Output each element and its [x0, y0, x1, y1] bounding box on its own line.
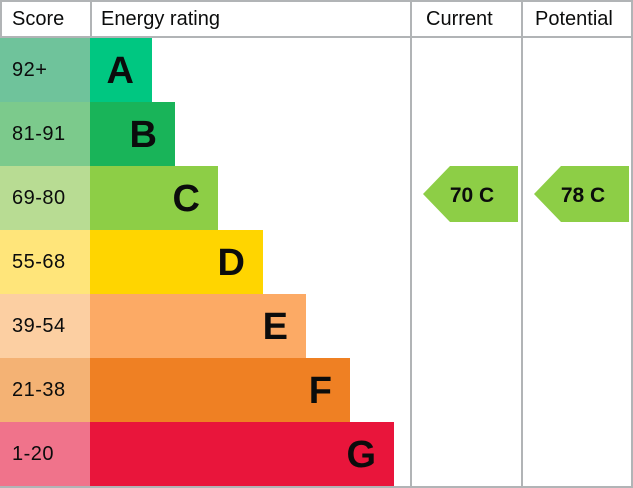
rating-bar: D	[90, 230, 263, 294]
potential-column-divider	[521, 0, 523, 488]
score-cell: 39-54	[0, 294, 90, 358]
score-cell: 1-20	[0, 422, 90, 486]
rating-bar: F	[90, 358, 350, 422]
band-row-a: 92+ A	[0, 38, 410, 102]
left-arrow-icon	[423, 166, 518, 222]
band-row-f: 21-38 F	[0, 358, 410, 422]
rating-bar: G	[90, 422, 394, 486]
rating-bar: B	[90, 102, 175, 166]
band-row-e: 39-54 E	[0, 294, 410, 358]
left-arrow-icon	[534, 166, 629, 222]
header-underline	[0, 36, 633, 38]
band-row-d: 55-68 D	[0, 230, 410, 294]
rating-bar: A	[90, 38, 152, 102]
score-cell: 55-68	[0, 230, 90, 294]
score-cell: 92+	[0, 38, 90, 102]
rating-bar: E	[90, 294, 306, 358]
potential-rating-arrow: 78 C	[534, 166, 629, 222]
header-score: Score	[12, 8, 65, 30]
score-cell: 69-80	[0, 166, 90, 230]
band-row-c: 69-80 C	[0, 166, 410, 230]
score-cell: 21-38	[0, 358, 90, 422]
band-row-g: 1-20 G	[0, 422, 410, 486]
band-row-b: 81-91 B	[0, 102, 410, 166]
header-current: Current	[426, 8, 493, 30]
score-column-divider	[90, 0, 92, 36]
current-column-divider	[410, 0, 412, 488]
current-rating-label: 70 C	[450, 184, 494, 207]
current-rating-arrow: 70 C	[423, 166, 518, 222]
header-energy-rating: Energy rating	[101, 8, 220, 30]
rating-bar: C	[90, 166, 218, 230]
header-potential: Potential	[535, 8, 613, 30]
score-cell: 81-91	[0, 102, 90, 166]
potential-rating-label: 78 C	[561, 184, 605, 207]
